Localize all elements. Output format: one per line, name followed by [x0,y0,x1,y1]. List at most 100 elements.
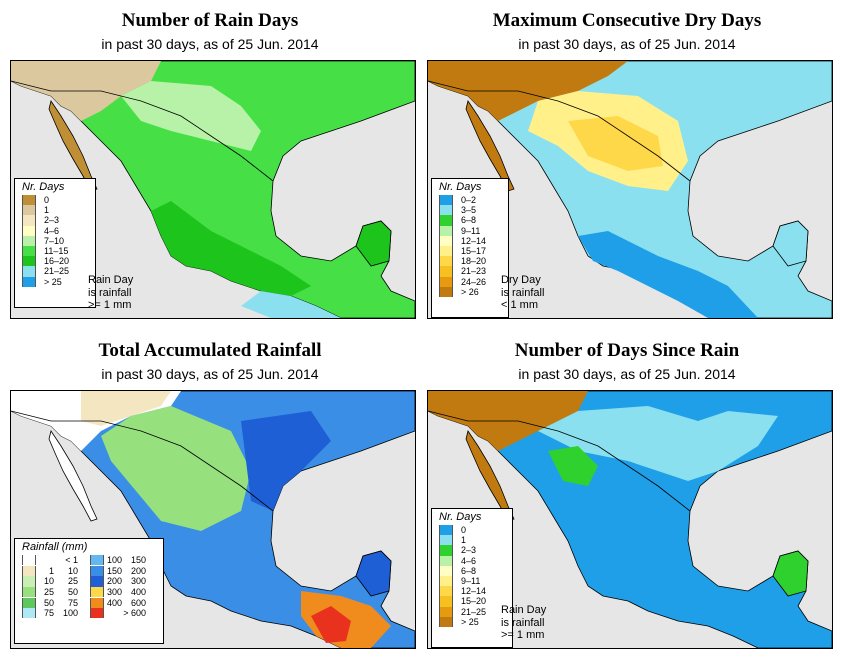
legend-low: 400 [106,597,122,608]
legend-label: 0–2 [461,195,477,206]
note-line: >= 1 mm [88,299,132,311]
region-light-rain-north [81,391,171,426]
legend-low: 10 [43,576,54,587]
legend-high: 600 [130,597,146,608]
legend-swatch [22,256,36,267]
legend-item: 200 300 [90,576,146,587]
region-very-wet-coast [241,291,341,318]
us-border-line [428,410,691,512]
region-light-north [121,81,261,151]
legend-high: 75 [67,597,78,608]
legend-item: 100 150 [90,555,146,566]
legend-label: 2–3 [44,215,60,226]
legend-high: 50 [67,587,78,598]
legend-item: 15–20 [432,596,512,607]
legend-label: 9–11 [461,225,481,236]
legend-swatch [439,525,453,536]
note-line: < 1 mm [501,299,538,311]
legend-item: 6–8 [432,215,508,226]
legend-swatch [439,616,453,627]
legend-swatch [439,545,453,556]
legend-swatch [22,565,36,576]
legend-label: > 25 [461,616,479,627]
legend-item: 25 50 [22,586,78,598]
legend-item: 12–14 [432,235,508,246]
legend-items: 0 1 2–3 4–6 7–10 11–15 16–20 21–25 > 25 [15,195,95,287]
panel-subtitle: in past 30 days, as of 25 Jun. 2014 [101,36,319,52]
panel-total-rainfall: Total Accumulated Rainfall in past 30 da… [8,336,418,656]
region-yucatan [355,220,392,267]
legend-swatch [22,576,36,587]
legend-swatch [22,235,36,246]
legend-item: 2–3 [15,215,95,226]
legend-item: 300 400 [90,586,146,598]
legend-item: 9–11 [432,575,512,587]
panel-title: Number of Days Since Rain [514,340,740,361]
legend-low: 50 [43,597,54,608]
map-svg [428,391,832,648]
legend-swatch [439,586,453,597]
note-line: is rainfall [501,616,545,629]
panel-subtitle: in past 30 days, as of 25 Jun. 2014 [101,366,319,382]
legend-item: 1 [432,535,512,546]
legend-title: Rainfall (mm) [22,541,88,553]
legend-item: 16–20 [15,256,95,267]
legend-swatch [439,565,453,576]
us-border-line [428,80,691,182]
legend-swatch [439,535,453,546]
legend-swatch [22,215,36,226]
legend-label: 9–11 [461,576,481,587]
panel-subtitle: in past 30 days, as of 25 Jun. 2014 [518,36,736,52]
legend-title: Nr. Days [439,181,482,193]
legend-label: 6–8 [461,215,477,226]
legend-swatch [439,195,453,206]
panel-rain-days: Number of Rain Days in past 30 days, as … [8,6,418,326]
legend-swatch [22,266,36,277]
legend-label: > 26 [461,286,479,297]
legend-item: > 25 [15,276,95,287]
region-moderate-north [548,446,598,486]
legend-item: 75 100 [22,608,78,619]
legend-low: 25 [43,587,54,598]
legend-swatch [90,608,104,619]
region-very-dry-north [428,61,628,121]
legend-swatch [22,608,36,619]
legend-label: 3–5 [461,205,477,216]
legend-high: 400 [130,587,146,598]
legend-swatch [90,597,104,608]
legend-items: 0–2 3–5 6–8 9–11 12–14 15–17 18–20 21–23… [432,195,508,297]
legend-item: 0 [432,525,512,536]
region-recent-rain-north [538,406,778,481]
legend-label: 21–25 [461,606,487,617]
legend-label: 11–15 [44,246,69,257]
legend-low: 75 [43,608,54,619]
us-border-line [11,80,274,182]
panel-title: Total Accumulated Rainfall [98,340,322,361]
panel-title: Maximum Consecutive Dry Days [492,10,762,31]
region-moderate-dry [568,116,663,171]
legend-swatch [439,245,453,257]
legend: Rainfall (mm) < 1 1 10 10 25 25 50 50 75 75 1… [14,538,164,644]
legend-label: 15–20 [461,596,487,607]
legend-item: 400 600 [90,597,146,608]
legend-high: 100 [62,608,78,619]
legend-high: < 1 [65,555,78,566]
legend-item: 15–17 [432,245,508,257]
legend-label: 12–14 [461,235,487,246]
legend: Nr. Days 0 1 2–3 4–6 6–8 9–11 12–14 15–2… [431,508,513,648]
legend-item: > 26 [432,286,508,297]
legend-label: 18–20 [461,256,487,267]
legend-item: > 25 [432,616,512,627]
legend-swatch [22,586,36,598]
region-yucatan [772,220,809,267]
legend-item: 7–10 [15,235,95,246]
legend-swatch [439,266,453,277]
legend-item: 1 10 [22,565,78,577]
legend-label: 0 [44,195,50,206]
legend-swatch [90,576,104,587]
region-yucatan [355,550,392,597]
legend-column-right: 100 150 150 200 200 300 300 400 400 600 > 600 [90,555,146,619]
legend-swatch [90,565,104,576]
legend-label: 4–6 [44,225,60,236]
legend-swatch [439,276,453,287]
